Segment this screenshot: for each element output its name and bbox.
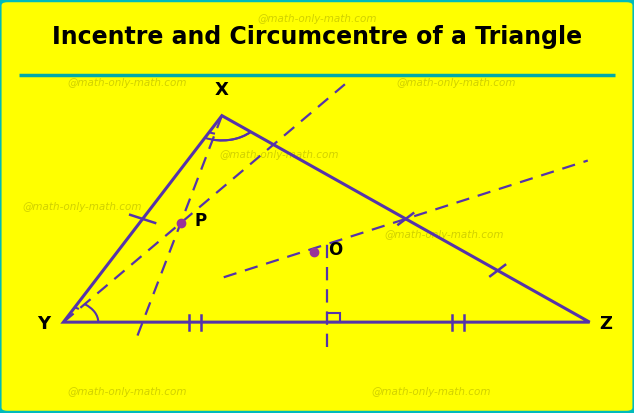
Text: Incentre and Circumcentre of a Triangle: Incentre and Circumcentre of a Triangle	[52, 25, 582, 49]
Text: P: P	[195, 212, 207, 230]
Text: @math-only-math.com: @math-only-math.com	[67, 387, 186, 397]
Text: @math-only-math.com: @math-only-math.com	[67, 78, 186, 88]
Text: @math-only-math.com: @math-only-math.com	[23, 202, 142, 211]
Text: @math-only-math.com: @math-only-math.com	[257, 14, 377, 24]
Text: @math-only-math.com: @math-only-math.com	[397, 78, 516, 88]
Text: Y: Y	[37, 315, 51, 333]
Text: X: X	[215, 81, 229, 99]
Text: @math-only-math.com: @math-only-math.com	[372, 387, 491, 397]
Text: O: O	[328, 241, 342, 259]
Text: Z: Z	[599, 315, 612, 333]
Text: @math-only-math.com: @math-only-math.com	[384, 230, 503, 240]
Text: @math-only-math.com: @math-only-math.com	[219, 150, 339, 160]
